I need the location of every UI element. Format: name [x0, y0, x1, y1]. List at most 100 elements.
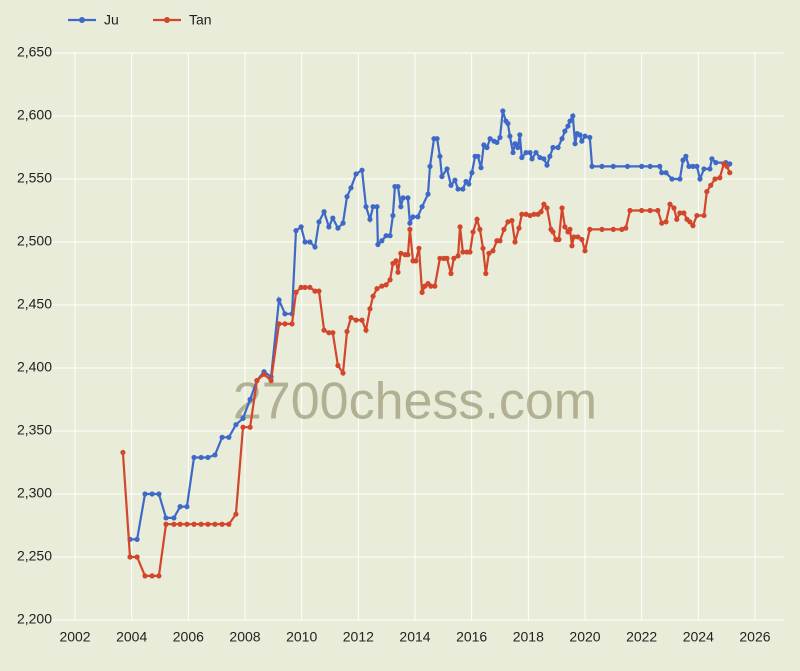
point — [550, 229, 556, 235]
point — [191, 454, 197, 461]
point — [375, 241, 381, 248]
y-tick-label: 2,650 — [17, 44, 52, 60]
point — [276, 321, 282, 327]
y-tick-label: 2,300 — [17, 485, 52, 501]
point — [713, 160, 719, 166]
point — [582, 248, 588, 254]
point — [393, 258, 399, 264]
point — [655, 207, 661, 214]
point — [587, 226, 593, 232]
point — [657, 163, 663, 169]
point — [383, 282, 389, 288]
point — [410, 214, 416, 220]
point — [478, 165, 484, 171]
point — [142, 573, 148, 579]
y-tick-label: 2,350 — [17, 422, 52, 438]
y-tick-label: 2,500 — [17, 233, 52, 249]
point — [550, 144, 556, 151]
point — [690, 223, 696, 229]
point — [483, 270, 489, 277]
point — [677, 210, 683, 216]
point — [610, 226, 616, 232]
point — [541, 201, 547, 207]
point — [419, 204, 425, 210]
point — [501, 226, 507, 232]
point — [156, 573, 162, 579]
point — [363, 204, 369, 210]
point — [344, 328, 350, 335]
point — [519, 211, 525, 217]
point — [647, 163, 653, 169]
point — [335, 225, 341, 231]
point — [527, 149, 533, 156]
point — [226, 521, 232, 527]
point — [340, 220, 346, 226]
point — [567, 118, 573, 124]
point — [517, 132, 523, 138]
point — [302, 239, 308, 245]
point — [340, 370, 346, 376]
point — [579, 138, 585, 144]
point — [312, 244, 318, 250]
point — [416, 245, 422, 251]
point — [298, 284, 304, 290]
point — [149, 573, 155, 579]
point — [541, 156, 547, 162]
point — [717, 175, 723, 181]
point — [547, 153, 553, 159]
point — [538, 209, 544, 215]
point — [363, 327, 369, 333]
point — [316, 219, 322, 225]
legend-dot — [164, 17, 170, 23]
series-line — [121, 162, 731, 577]
point — [697, 176, 703, 182]
x-tick-label: 2012 — [343, 629, 374, 645]
point — [348, 315, 354, 321]
point — [500, 108, 506, 114]
point — [455, 253, 461, 259]
point — [149, 491, 155, 497]
x-tick-label: 2014 — [399, 629, 430, 645]
point — [659, 220, 665, 226]
point — [370, 293, 376, 299]
point — [677, 176, 683, 182]
point — [120, 449, 126, 456]
point — [184, 521, 190, 527]
point — [659, 170, 665, 176]
point — [587, 134, 593, 141]
point — [261, 371, 267, 377]
point — [448, 182, 454, 188]
x-tick-label: 2010 — [286, 629, 317, 645]
point — [512, 239, 518, 245]
point — [226, 434, 232, 440]
point — [555, 144, 561, 151]
point — [484, 144, 490, 151]
point — [326, 330, 332, 336]
y-tick-label: 2,550 — [17, 170, 52, 186]
point — [669, 176, 675, 182]
point — [439, 173, 445, 180]
point — [687, 219, 693, 225]
y-tick-label: 2,600 — [17, 107, 52, 123]
point — [374, 204, 380, 210]
point — [474, 216, 480, 222]
point — [579, 236, 585, 243]
point — [398, 250, 404, 256]
point — [519, 154, 525, 161]
point — [704, 189, 710, 195]
point — [387, 233, 393, 239]
point — [531, 211, 537, 217]
point — [321, 209, 327, 215]
point — [419, 289, 425, 295]
point — [415, 214, 421, 220]
point — [487, 136, 493, 142]
point — [367, 306, 373, 312]
point — [507, 133, 513, 139]
point — [667, 201, 673, 207]
point — [567, 226, 573, 232]
point — [599, 163, 605, 169]
point — [177, 521, 183, 527]
point — [516, 225, 522, 231]
point — [457, 224, 463, 230]
